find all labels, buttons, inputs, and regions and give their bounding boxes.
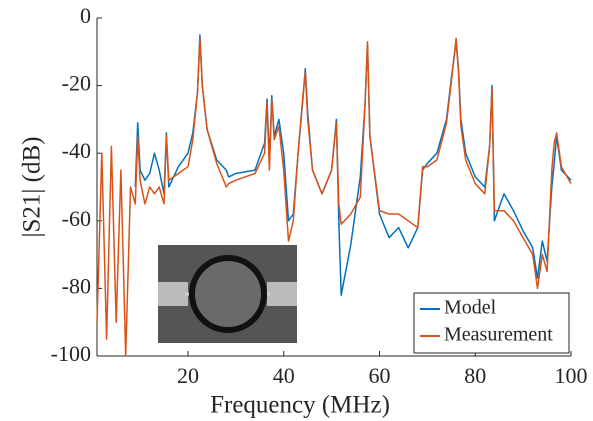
legend-box: [413, 292, 570, 354]
y-tick-label: 0: [80, 3, 91, 28]
x-tick-label: 20: [177, 363, 199, 388]
y-tick-label: -40: [62, 138, 91, 163]
x-tick-label: 60: [368, 363, 390, 388]
plot-area: [96, 17, 572, 357]
x-tick-label: 80: [464, 363, 486, 388]
series-line: [96, 37, 572, 357]
y-tick-label: -80: [62, 273, 91, 298]
x-axis-label: Frequency (MHz): [210, 392, 390, 419]
y-tick-label: -100: [51, 341, 91, 366]
inset-pad: [158, 282, 188, 306]
inset-pad: [267, 282, 297, 306]
inset-image: [158, 245, 297, 343]
legend: Model Measurement: [413, 292, 570, 354]
legend-label: Measurement: [444, 324, 553, 346]
x-tick-label: 40: [273, 363, 295, 388]
x-tick-label: 100: [555, 363, 588, 388]
y-tick-label: -20: [62, 71, 91, 96]
y-axis-label: |S21| (dB): [19, 137, 46, 238]
inset-ring: [189, 255, 267, 333]
legend-label: Model: [444, 297, 497, 319]
y-tick-label: -60: [62, 206, 91, 231]
